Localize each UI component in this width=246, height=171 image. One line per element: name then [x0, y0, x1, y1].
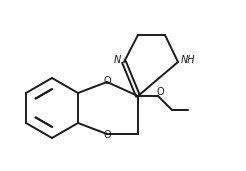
Text: O: O — [103, 76, 111, 86]
Text: N: N — [114, 55, 121, 65]
Text: NH: NH — [181, 55, 196, 65]
Text: O: O — [103, 130, 111, 140]
Text: O: O — [156, 87, 164, 97]
